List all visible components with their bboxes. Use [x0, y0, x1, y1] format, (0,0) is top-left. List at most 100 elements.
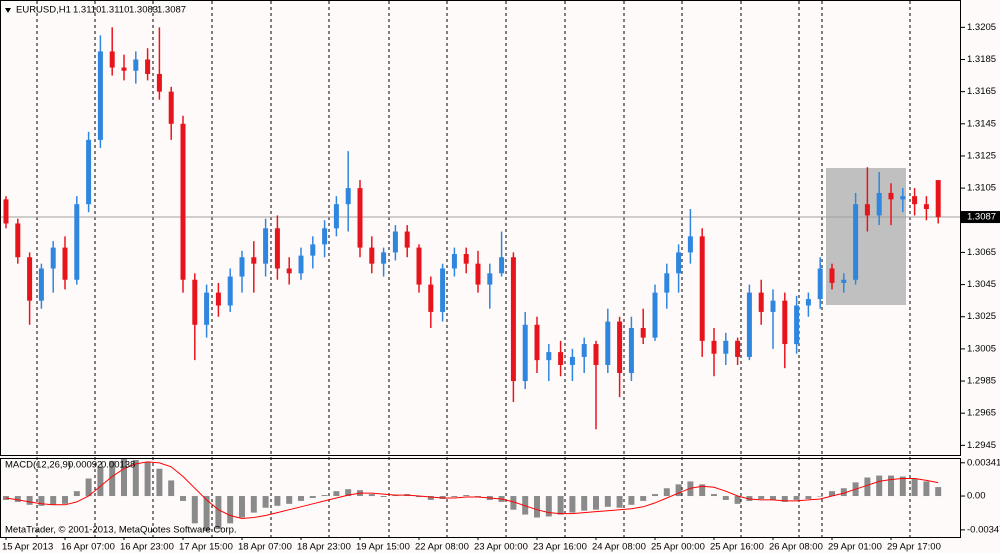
macd-label: MACD(12,26,9) [5, 460, 71, 471]
macd-bar [26, 496, 33, 505]
macd-bar [722, 496, 729, 500]
candle-body [782, 300, 788, 345]
candle-body [593, 344, 599, 365]
macd-y-tick-label: 0.00 [967, 491, 986, 502]
candle-body [617, 321, 623, 374]
x-tick-label: 23 Apr 16:00 [533, 542, 587, 553]
macd-bar [321, 495, 328, 497]
candle-body [322, 228, 328, 245]
macd-bar [593, 496, 599, 510]
candle-body [923, 204, 929, 210]
candle-body [333, 204, 339, 229]
candle-body [770, 300, 776, 312]
macd-bar [309, 496, 316, 498]
plot [3, 27, 942, 532]
macd-bar [876, 475, 883, 497]
macd-bar [345, 489, 352, 497]
header-low: 1.3083 [129, 5, 158, 16]
candle-body [156, 73, 162, 92]
candle-body [499, 257, 505, 274]
macd-bar [239, 496, 245, 518]
candle-body [86, 139, 92, 205]
candle-body [27, 257, 33, 301]
candle-body [215, 292, 221, 306]
candle-body [711, 340, 717, 354]
candle-body [605, 321, 611, 365]
candle-body [853, 204, 859, 280]
macd-bar [168, 480, 175, 497]
selection-rectangle [826, 168, 906, 305]
macd-bar [215, 496, 222, 530]
candle-body [62, 247, 68, 280]
macd-bar [510, 496, 517, 510]
macd-bar [829, 491, 835, 497]
macd-panel-border [0, 458, 961, 538]
macd-bar [73, 491, 80, 497]
candle-body [133, 59, 139, 71]
x-tick-label: 18 Apr 23:00 [297, 542, 351, 553]
x-tick-label: 23 Apr 00:00 [474, 542, 528, 553]
main-panel-border [0, 0, 961, 456]
candle-body [286, 268, 292, 274]
candle-body [735, 340, 741, 357]
header-high: 1.3110 [101, 5, 129, 16]
candle-body [829, 268, 835, 283]
x-tick-label: 29 Apr 17:00 [887, 542, 941, 553]
macd-bar [132, 459, 139, 497]
candle-body [168, 91, 174, 124]
macd-bar [14, 496, 21, 502]
candle-body [487, 273, 493, 285]
candle-body [3, 199, 9, 224]
macd-bar [463, 495, 470, 497]
header-arrow [5, 8, 11, 13]
macd-bar [109, 460, 116, 497]
y-tick-label: 1.3165 [967, 86, 996, 97]
macd-bar [368, 494, 375, 497]
x-tick-label: 26 Apr 08:00 [769, 542, 823, 553]
macd-bar [604, 496, 611, 507]
macd-bar [581, 496, 588, 511]
header-open: 1.3110 [73, 5, 101, 16]
header-close: 1.3087 [157, 5, 186, 16]
current-price-box [961, 211, 1000, 224]
macd-bar [333, 491, 340, 497]
candle-body [263, 228, 269, 264]
candle-body [50, 247, 56, 269]
macd-bar [250, 496, 257, 513]
candle-body [345, 188, 351, 205]
candle-body [38, 268, 44, 301]
x-tick-label: 19 Apr 15:00 [356, 542, 410, 553]
macd-bar [121, 458, 127, 497]
macd-bar [911, 478, 918, 497]
candle-body [864, 204, 870, 216]
macd-bar [699, 484, 706, 497]
macd-bar [770, 496, 776, 500]
candle-body [758, 292, 764, 312]
candle-body [569, 356, 575, 365]
y-tick-label: 1.3005 [967, 343, 996, 354]
macd-bar [262, 496, 269, 508]
candle-body [227, 276, 233, 306]
candle-body [746, 292, 752, 357]
candle-body [310, 244, 316, 256]
candle-body [274, 228, 280, 269]
candle-body [204, 292, 210, 325]
macd-bar [191, 496, 198, 524]
macd-bar [663, 488, 670, 497]
candle-body [687, 236, 693, 253]
candle-body [451, 254, 457, 269]
x-tick-label: 29 Apr 01:00 [828, 542, 882, 553]
macd-bar [416, 496, 422, 498]
candle-body [558, 352, 564, 365]
candle-body [463, 254, 469, 264]
macd-bar [451, 496, 458, 498]
macd-bar [38, 496, 45, 506]
macd-bar [180, 496, 186, 501]
y-tick-label: 1.3205 [967, 22, 996, 33]
y-tick-label: 1.3125 [967, 150, 996, 161]
macd-bar [286, 496, 293, 504]
candle-body [145, 59, 151, 74]
macd-bar [62, 496, 68, 504]
candle-body [298, 255, 304, 274]
